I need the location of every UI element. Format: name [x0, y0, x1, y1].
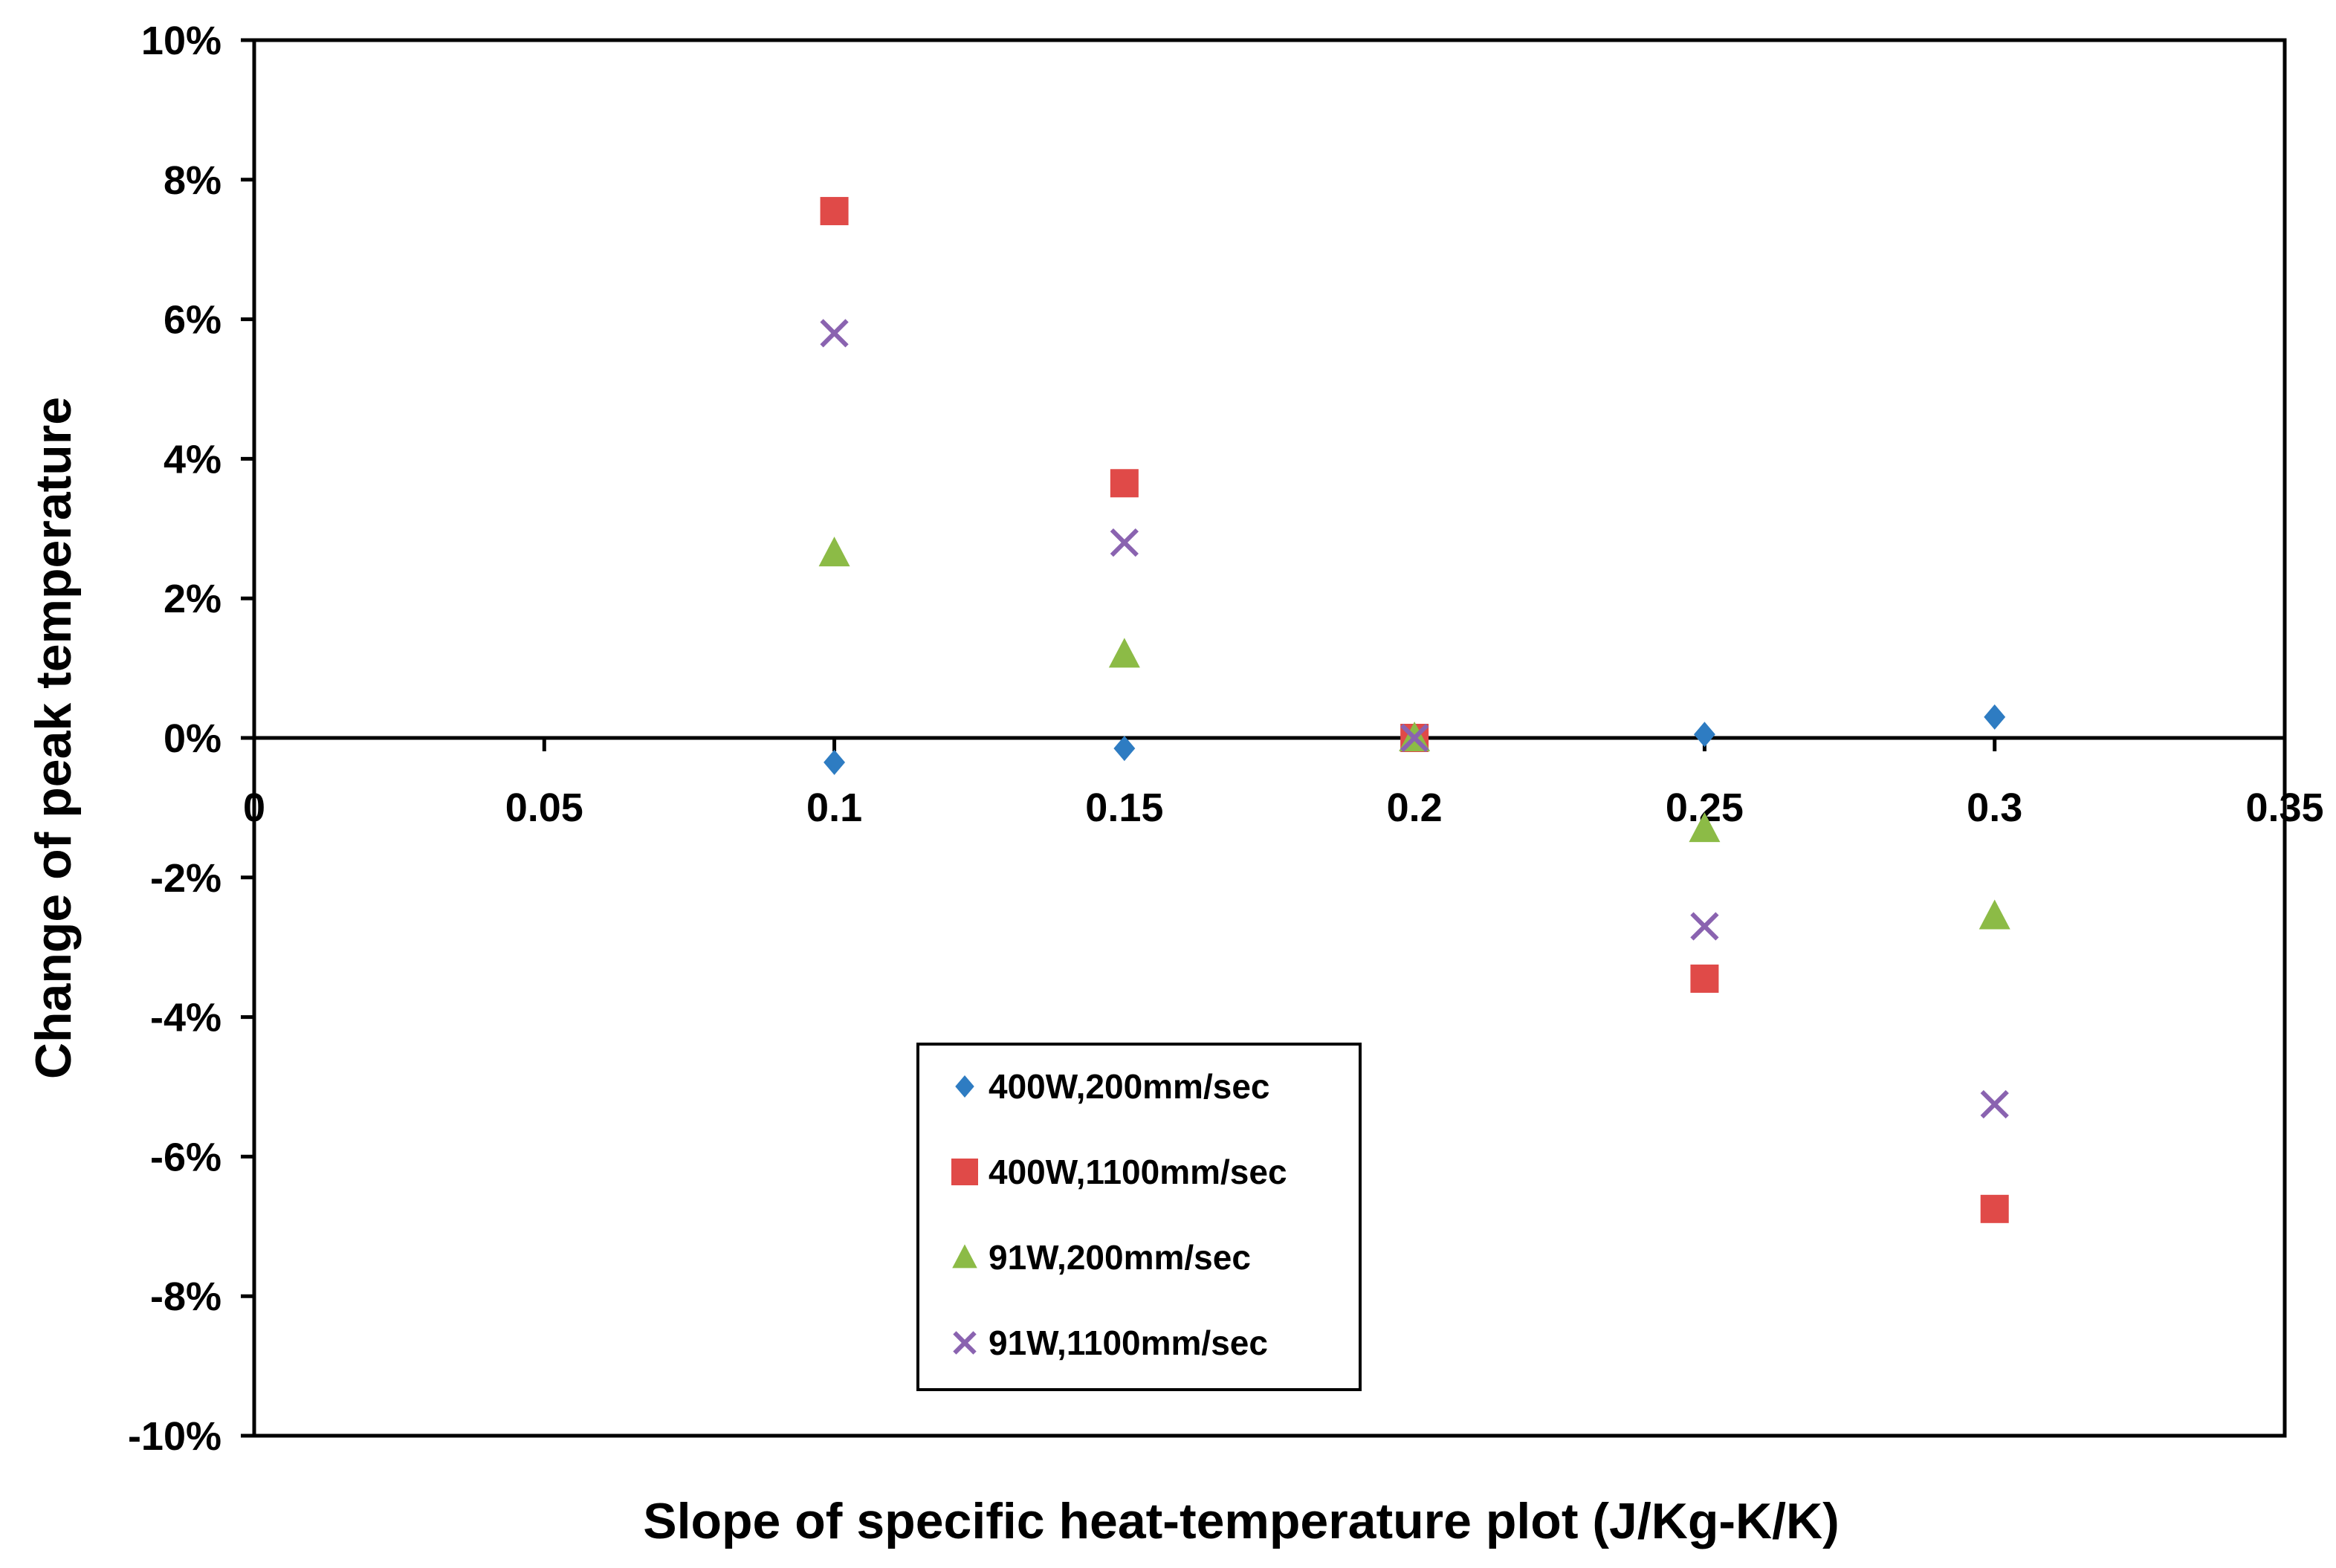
y-tick-label: 10% [141, 19, 221, 63]
y-tick-label: -10% [128, 1414, 221, 1459]
legend-label: 400W,200mm/sec [989, 1067, 1270, 1106]
data-point-triangle [1979, 899, 2010, 930]
legend-marker [953, 1331, 977, 1355]
data-point-diamond [1693, 722, 1715, 748]
data-point-diamond [1113, 736, 1136, 762]
data-points [818, 197, 2010, 1223]
data-point-cross [1690, 912, 1719, 941]
legend-marker [951, 1159, 978, 1185]
x-axis-ticks: 0 0.05 0.1 0.15 0.2 0.25 0.3 0.35 [243, 738, 2324, 830]
data-point-diamond [824, 749, 846, 775]
x-tick-label: 0 [243, 785, 265, 830]
legend-marker [952, 1244, 977, 1269]
x-tick-label: 0.05 [505, 785, 583, 830]
y-tick-label: 0% [164, 716, 221, 761]
legend-marker [955, 1075, 974, 1098]
x-tick-label: 0.1 [806, 785, 862, 830]
data-point-square [1110, 469, 1139, 498]
data-point-cross [1980, 1089, 2009, 1119]
x-tick-label: 0.35 [2245, 785, 2323, 830]
data-point-cross [1400, 723, 1429, 753]
legend-label: 91W,200mm/sec [989, 1238, 1251, 1277]
legend: 400W,200mm/sec 400W,1100mm/sec 91W,200mm/s… [916, 1043, 1362, 1391]
data-point-cross [1110, 528, 1139, 557]
data-point-triangle [1689, 812, 1721, 843]
y-tick-label: -4% [150, 996, 221, 1040]
legend-label: 400W,1100mm/sec [989, 1153, 1287, 1191]
data-point-cross [820, 319, 849, 348]
data-point-diamond [1984, 704, 2006, 730]
y-tick-label: -8% [150, 1274, 221, 1319]
y-tick-label: 8% [164, 158, 221, 203]
data-point-triangle [818, 537, 850, 567]
y-tick-label: 6% [164, 298, 221, 343]
y-axis-title: Change of peak temperature [25, 397, 82, 1079]
y-tick-label: 2% [164, 577, 221, 621]
y-tick-label: 4% [164, 437, 221, 482]
data-point-square [1980, 1194, 2009, 1223]
legend-box [916, 1043, 1362, 1391]
data-point-square [820, 197, 849, 226]
x-tick-label: 0.3 [1967, 785, 2022, 830]
y-tick-label: -2% [150, 856, 221, 901]
x-axis-title: Slope of specific heat-temperature plot … [643, 1493, 1840, 1549]
x-tick-label: 0.2 [1387, 785, 1443, 830]
legend-label: 91W,1100mm/sec [989, 1324, 1268, 1362]
x-tick-label: 0.15 [1085, 785, 1163, 830]
y-axis-ticks: 10% 8% 6% 4% 2% 0% -2% -4% -6% -8% -10% [128, 19, 254, 1459]
data-point-triangle [1108, 638, 1140, 668]
y-tick-label: -6% [150, 1135, 221, 1179]
data-point-square [1690, 964, 1719, 993]
